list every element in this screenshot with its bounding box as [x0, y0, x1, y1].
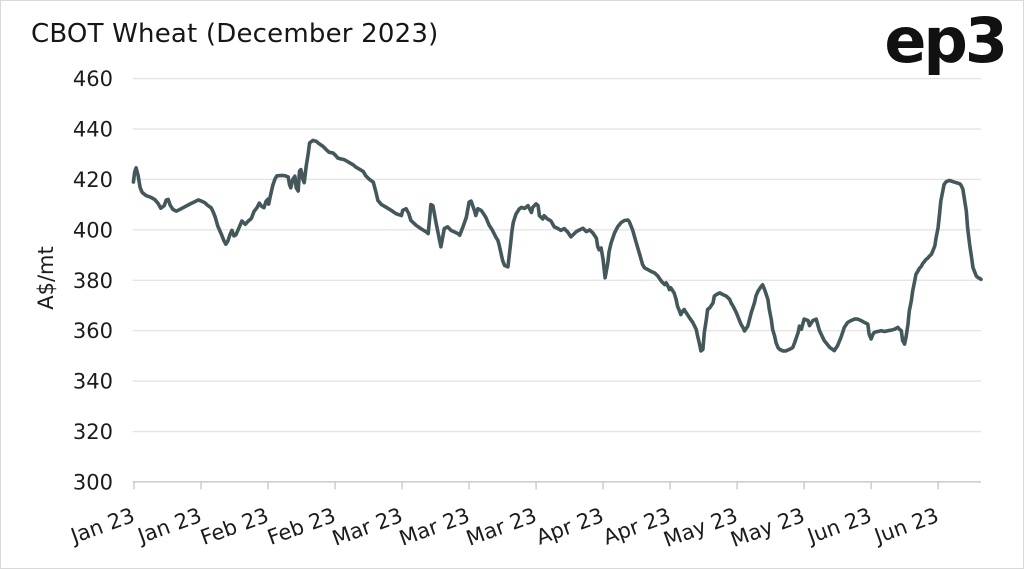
- x-tick-label-1: Jan 23: [133, 503, 205, 549]
- y-tick-label-400: 400: [73, 218, 113, 242]
- x-tick-label-11: Jun 23: [803, 503, 875, 549]
- x-tick-label-10: May 23: [727, 503, 807, 552]
- x-tick-label-2: Feb 23: [197, 503, 272, 550]
- x-tick-label-7: Apr 23: [533, 503, 607, 549]
- y-tick-label-300: 300: [73, 470, 113, 494]
- x-tick-label-6: Mar 23: [463, 503, 540, 551]
- y-tick-label-460: 460: [73, 67, 113, 91]
- x-tick-label-4: Mar 23: [329, 503, 406, 551]
- price-line: [131, 138, 983, 353]
- x-tick-label-0: Jan 23: [66, 503, 138, 549]
- x-tick-label-3: Feb 23: [264, 503, 339, 550]
- y-tick-label-320: 320: [73, 420, 113, 444]
- y-tick-label-380: 380: [73, 269, 113, 293]
- y-tick-label-420: 420: [73, 168, 113, 192]
- y-tick-label-360: 360: [73, 319, 113, 343]
- x-tick-label-12: Jun 23: [870, 503, 942, 549]
- ep3-logo: ep3: [884, 4, 1008, 77]
- chart-title: CBOT Wheat (December 2023): [31, 19, 439, 49]
- x-tick-label-9: May 23: [660, 503, 740, 552]
- y-tick-label-340: 340: [73, 370, 113, 394]
- x-tick-label-8: Apr 23: [600, 503, 674, 549]
- x-tick-label-5: Mar 23: [396, 503, 473, 551]
- y-tick-label-440: 440: [73, 118, 113, 142]
